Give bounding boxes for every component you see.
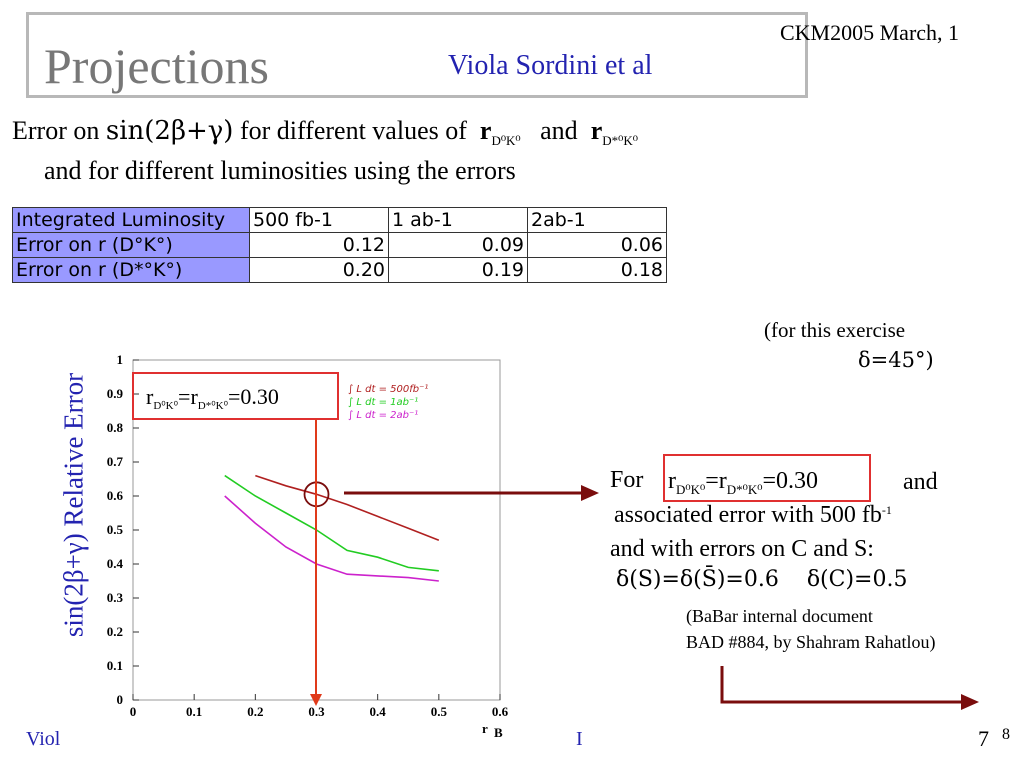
- desc-r2: r: [590, 116, 603, 145]
- table-cell: 0.19: [388, 257, 528, 283]
- legend-entry-2: ∫ L dt = 1ab⁻¹: [348, 397, 418, 408]
- exercise-note-line-1: (for this exercise: [764, 318, 906, 342]
- description-line-1: Error on sin(2β+γ) for different values …: [12, 116, 638, 149]
- exercise-note-line-2: δ=45°): [858, 348, 934, 372]
- description-line-2: and for different luminosities using the…: [44, 156, 516, 185]
- table-row-label: Error on r (D°K°): [12, 232, 250, 258]
- legend-entry-3: ∫ L dt = 2ab⁻¹: [348, 410, 418, 421]
- series-line-3: [224, 495, 439, 582]
- series-line-1: [255, 474, 440, 541]
- y-tick-label: 0.9: [107, 386, 124, 401]
- annotation-associated: associated error with 500 fb-1: [614, 502, 892, 528]
- table-row: Error on r (D°K°) 0.12 0.09 0.06: [12, 232, 667, 258]
- reference-line-2: BAD #884, by Shahram Rahatlou): [686, 632, 936, 652]
- page-superscript: 8: [1002, 726, 1010, 743]
- table-header-cell: Integrated Luminosity: [12, 207, 250, 233]
- desc-r2-sub: D*⁰K⁰: [602, 133, 638, 148]
- table-row-label: Error on r (D*°K°): [12, 257, 250, 283]
- y-tick-label: 0.3: [107, 590, 124, 605]
- table-header-cell: 1 ab-1: [388, 207, 528, 233]
- desc-formula: sin(2β+γ): [105, 116, 234, 146]
- x-axis-label-sub: B: [494, 725, 503, 740]
- x-tick-label: 0.3: [308, 704, 325, 719]
- table-cell: 0.06: [527, 232, 667, 258]
- desc-prefix: Error on: [12, 116, 100, 145]
- table-row: Error on r (D*°K°) 0.20 0.19 0.18: [12, 257, 667, 283]
- footer-left: Viol: [26, 728, 61, 750]
- y-tick-label: 0.5: [107, 522, 124, 537]
- table-cell: 0.09: [388, 232, 528, 258]
- x-tick-label: 0.6: [492, 704, 509, 719]
- y-tick-label: 0: [117, 692, 124, 707]
- annotation-formula: rD⁰K⁰=rD*⁰K⁰=0.30: [668, 468, 818, 497]
- annotation-deltas: δ(S)=δ(S̄)=0.6 δ(C)=0.5: [616, 567, 908, 592]
- table-cell: 0.20: [249, 257, 389, 283]
- x-axis-label: r: [482, 721, 488, 736]
- footer-mid: I: [576, 728, 583, 750]
- series-line-2: [224, 474, 439, 572]
- x-tick-label: 0.4: [370, 704, 387, 719]
- table-header-cell: 500 fb-1: [249, 207, 389, 233]
- legend-entry-1: ∫ L dt = 500fb⁻¹: [348, 384, 428, 395]
- x-tick-label: 0: [130, 704, 137, 719]
- desc-middle: for different values of: [239, 116, 467, 145]
- slide-title: Projections: [44, 38, 269, 94]
- conference-date: CKM2005 March, 1: [780, 20, 960, 45]
- y-tick-label: 0.2: [107, 624, 123, 639]
- x-tick-label: 0.1: [186, 704, 202, 719]
- y-tick-label: 0.8: [107, 420, 124, 435]
- page-number: 7: [978, 726, 989, 751]
- y-tick-label: 0.4: [107, 556, 124, 571]
- reference-line-1: (BaBar internal document: [686, 606, 873, 626]
- chart-annotation-box: [132, 372, 339, 420]
- desc-r1: r: [479, 116, 492, 145]
- desc-and: and: [540, 116, 578, 145]
- x-tick-label: 0.5: [431, 704, 448, 719]
- y-tick-label: 0.6: [107, 488, 124, 503]
- desc-r1-sub: D⁰K⁰: [491, 133, 521, 148]
- annotation-with-errors: and with errors on C and S:: [610, 536, 874, 562]
- y-tick-label: 0.1: [107, 658, 123, 673]
- annotation-formula-box: [663, 454, 871, 502]
- title-frame: [26, 12, 808, 98]
- elbow-arrow: [720, 666, 979, 710]
- annotation-and: and: [903, 469, 938, 495]
- y-tick-label: 1: [117, 352, 124, 367]
- author-name: Viola Sordini et al: [448, 50, 653, 81]
- annotation-for: For: [610, 467, 644, 493]
- table-cell: 0.18: [527, 257, 667, 283]
- y-tick-label: 0.7: [107, 454, 124, 469]
- chart-annotation-text: rD⁰K⁰=rD*⁰K⁰=0.30: [146, 384, 279, 412]
- table-cell: 0.12: [249, 232, 389, 258]
- error-table: Integrated Luminosity 500 fb-1 1 ab-1 2a…: [12, 207, 667, 283]
- x-tick-label: 0.2: [247, 704, 263, 719]
